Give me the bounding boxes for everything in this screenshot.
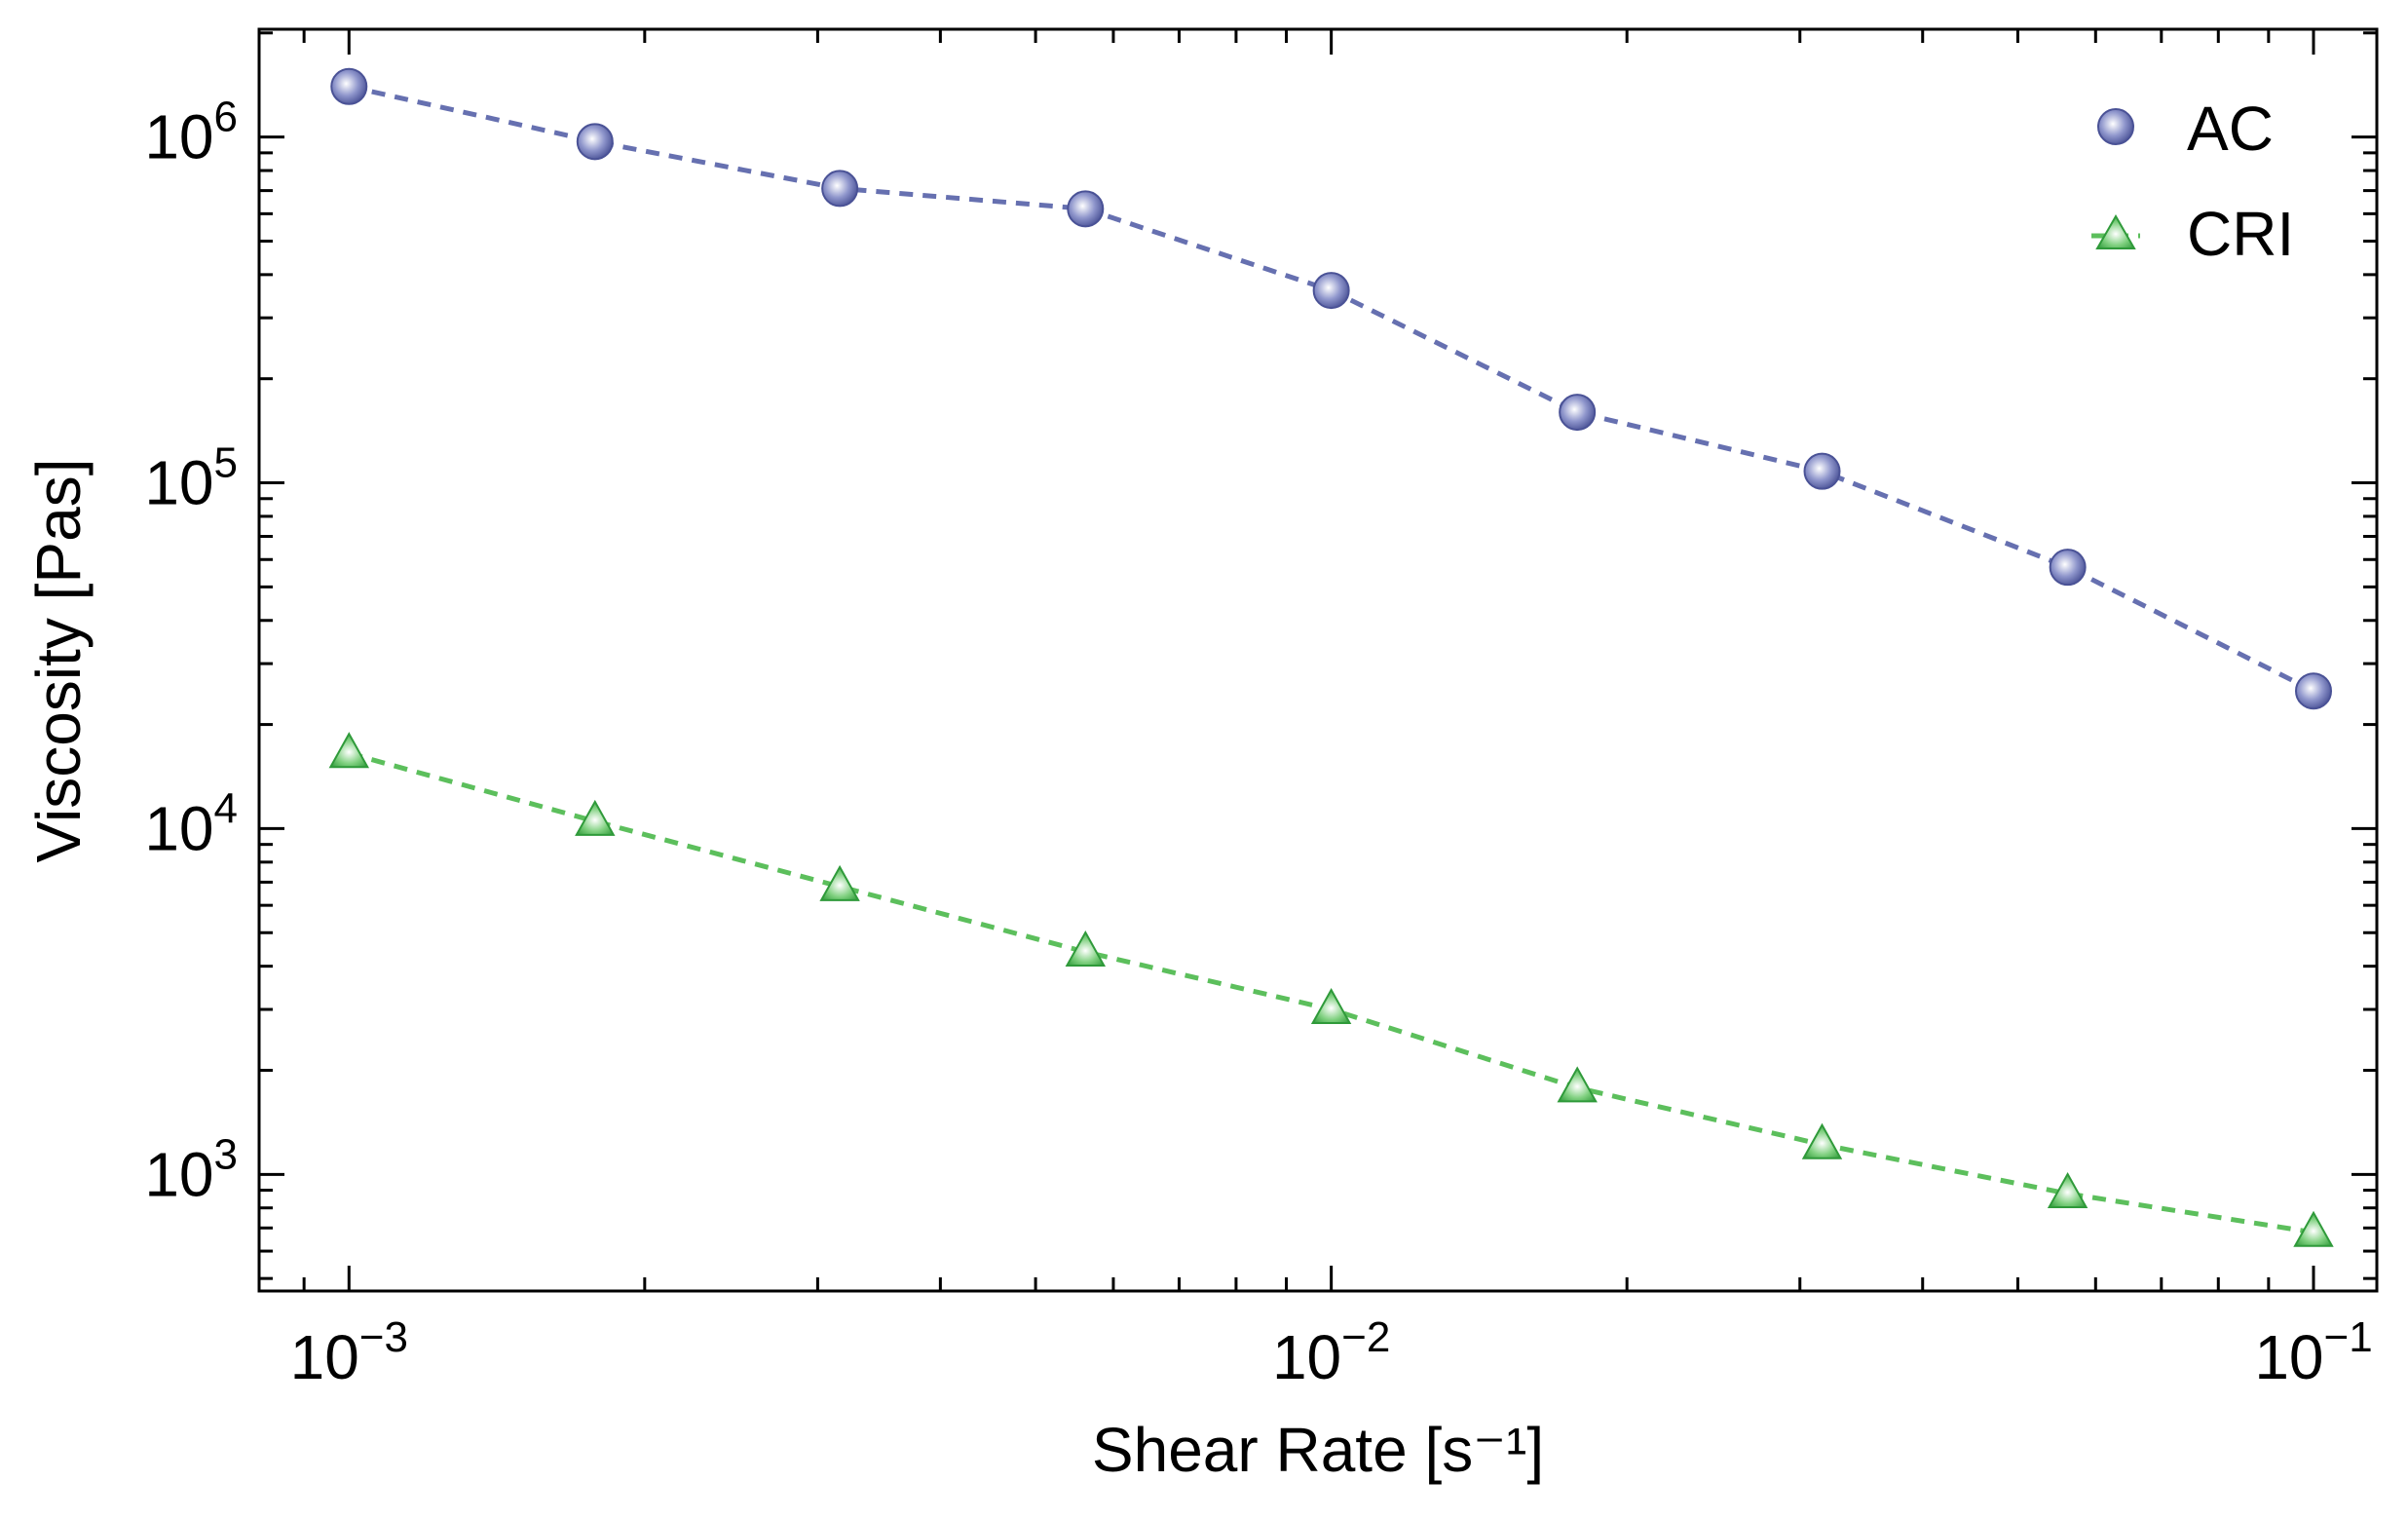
x-tick-label: 10−2 xyxy=(1272,1313,1390,1392)
data-point-cri xyxy=(819,864,860,901)
y-tick-label: 105 xyxy=(144,439,238,518)
x-axis-label: Shear Rate [s⁻¹] xyxy=(1092,1415,1544,1485)
data-point-ac xyxy=(2049,549,2087,587)
data-point-ac xyxy=(1803,452,1841,490)
data-point-ac xyxy=(330,67,368,105)
series-markers xyxy=(328,67,2334,1247)
data-point-ac xyxy=(1312,272,1350,310)
data-point-cri xyxy=(575,799,616,836)
legend: AC CRI xyxy=(2091,94,2294,269)
data-point-cri xyxy=(2293,1210,2334,1247)
y-tick-label: 104 xyxy=(144,784,238,863)
data-point-ac xyxy=(1067,190,1105,228)
y-tick-labels: 103 104 105 106 xyxy=(144,94,238,1210)
data-point-cri xyxy=(1310,987,1352,1024)
legend-label-ac: AC xyxy=(2187,94,2274,164)
legend-marker-ac xyxy=(2097,108,2134,145)
x-tick-labels: 10−3 10−2 10−1 xyxy=(290,1313,2373,1392)
y-tick-label: 106 xyxy=(144,94,238,172)
x-tick-label: 10−3 xyxy=(290,1313,408,1392)
data-point-ac xyxy=(2295,672,2333,710)
axis-ticks xyxy=(259,29,2377,1291)
legend-label-cri: CRI xyxy=(2187,199,2294,269)
y-axis-label: Viscosity [Pas] xyxy=(23,459,94,863)
data-point-cri xyxy=(2047,1171,2088,1208)
data-point-cri xyxy=(1065,930,1107,967)
legend-marker-cri xyxy=(2095,213,2136,249)
plot-frame xyxy=(257,27,2379,1293)
data-point-cri xyxy=(328,732,370,769)
series-lines xyxy=(348,84,2315,1235)
data-point-cri xyxy=(1557,1066,1598,1103)
x-tick-label: 10−1 xyxy=(2254,1313,2372,1392)
data-point-ac xyxy=(576,123,614,161)
data-point-ac xyxy=(1559,394,1597,432)
data-point-ac xyxy=(821,170,859,208)
series-line-ac xyxy=(348,84,2315,694)
data-point-cri xyxy=(1801,1122,1843,1159)
y-tick-label: 103 xyxy=(144,1130,238,1209)
